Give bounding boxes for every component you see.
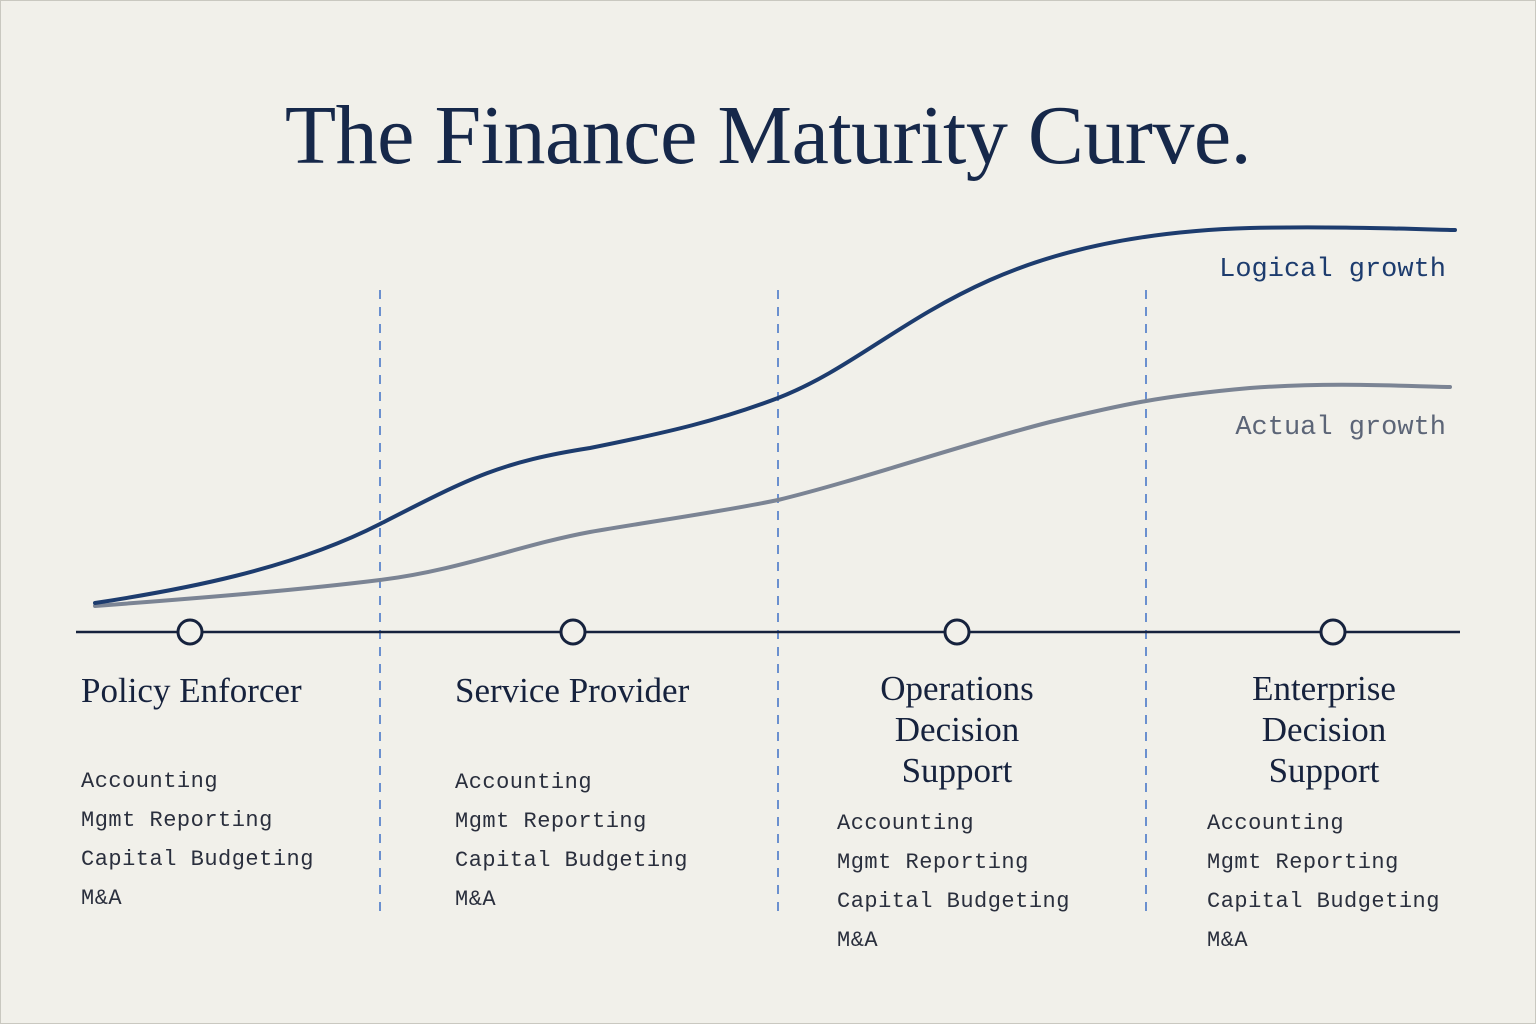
capability-list: Accounting Mgmt Reporting Capital Budget… — [455, 763, 795, 919]
stage-enterprise-decision-support: Enterprise Decision Support Accounting M… — [1207, 668, 1447, 960]
capability-item: Capital Budgeting — [455, 848, 688, 873]
stage-marker-3 — [943, 618, 971, 646]
stage-title: Operations Decision Support — [880, 669, 1034, 790]
capability-item: M&A — [455, 887, 497, 912]
capability-item: Accounting — [455, 770, 593, 795]
capability-item: Capital Budgeting — [837, 889, 1070, 914]
capability-item: Mgmt Reporting — [837, 850, 1029, 875]
capability-list: Accounting Mgmt Reporting Capital Budget… — [81, 762, 421, 918]
stage-title: Enterprise Decision Support — [1252, 669, 1396, 790]
stage-title: Policy Enforcer — [81, 671, 302, 710]
actual-growth-curve — [93, 382, 1452, 608]
capability-item: M&A — [837, 928, 879, 953]
capability-list: Accounting Mgmt Reporting Capital Budget… — [1207, 804, 1447, 960]
capability-item: M&A — [1207, 928, 1249, 953]
logical-growth-label: Logical growth — [1219, 255, 1446, 285]
logical-growth-curve — [93, 225, 1457, 605]
stage-marker-1 — [176, 618, 204, 646]
capability-item: Mgmt Reporting — [1207, 850, 1399, 875]
actual-growth-label: Actual growth — [1235, 413, 1446, 443]
stage-marker-2 — [559, 618, 587, 646]
stage-marker-4 — [1319, 618, 1347, 646]
stage-service-provider: Service Provider Accounting Mgmt Reporti… — [455, 668, 795, 919]
stage-policy-enforcer: Policy Enforcer Accounting Mgmt Reportin… — [81, 668, 421, 918]
capability-item: Mgmt Reporting — [81, 808, 273, 833]
capability-item: Mgmt Reporting — [455, 809, 647, 834]
capability-item: M&A — [81, 886, 123, 911]
capability-item: Capital Budgeting — [81, 847, 314, 872]
stage-operations-decision-support: Operations Decision Support Accounting M… — [837, 668, 1077, 960]
page-title: The Finance Maturity Curve. — [284, 89, 1252, 182]
stage-title: Service Provider — [455, 671, 690, 710]
capability-item: Capital Budgeting — [1207, 889, 1440, 914]
capability-item: Accounting — [81, 769, 219, 794]
capability-list: Accounting Mgmt Reporting Capital Budget… — [837, 804, 1077, 960]
capability-item: Accounting — [837, 811, 975, 836]
capability-item: Accounting — [1207, 811, 1345, 836]
